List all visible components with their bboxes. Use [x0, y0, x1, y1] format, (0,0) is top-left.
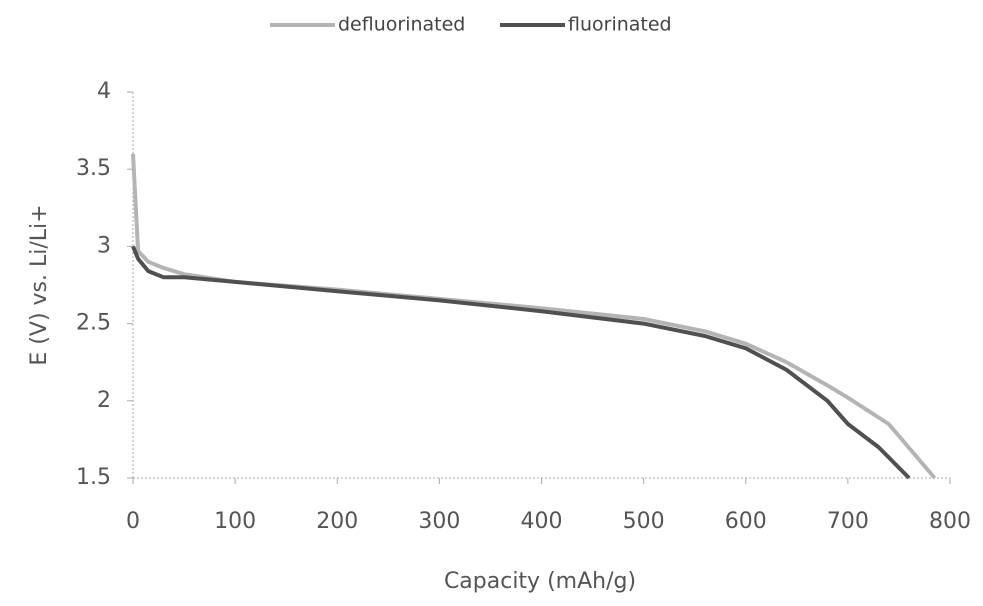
y-axis-label: E (V) vs. Li/Li+ [27, 204, 52, 365]
x-axis-label: Capacity (mAh/g) [444, 569, 636, 594]
x-tick-label: 300 [418, 509, 460, 534]
x-tick-label: 400 [521, 509, 563, 534]
legend-label: fluorinated [568, 14, 672, 36]
x-tick-label: 800 [929, 509, 971, 534]
x-tick-label: 0 [126, 509, 140, 534]
legend: defluorinated fluorinated [270, 14, 672, 36]
y-tick-label: 2.5 [76, 311, 111, 336]
y-tick-label: 3 [97, 233, 111, 258]
x-tick-label: 100 [214, 509, 256, 534]
data-line [131, 245, 911, 480]
y-tick-label: 3.5 [76, 156, 111, 181]
x-tick-label: 700 [827, 509, 869, 534]
y-tick-label: 2 [97, 388, 111, 413]
y-tick-label: 4 [97, 79, 111, 104]
data-line [131, 153, 937, 480]
legend-label: defluorinated [338, 14, 465, 36]
x-tick-label: 600 [725, 509, 767, 534]
x-tick-label: 200 [316, 509, 358, 534]
y-tick-label: 1.5 [76, 465, 111, 490]
x-tick-label: 500 [623, 509, 665, 534]
